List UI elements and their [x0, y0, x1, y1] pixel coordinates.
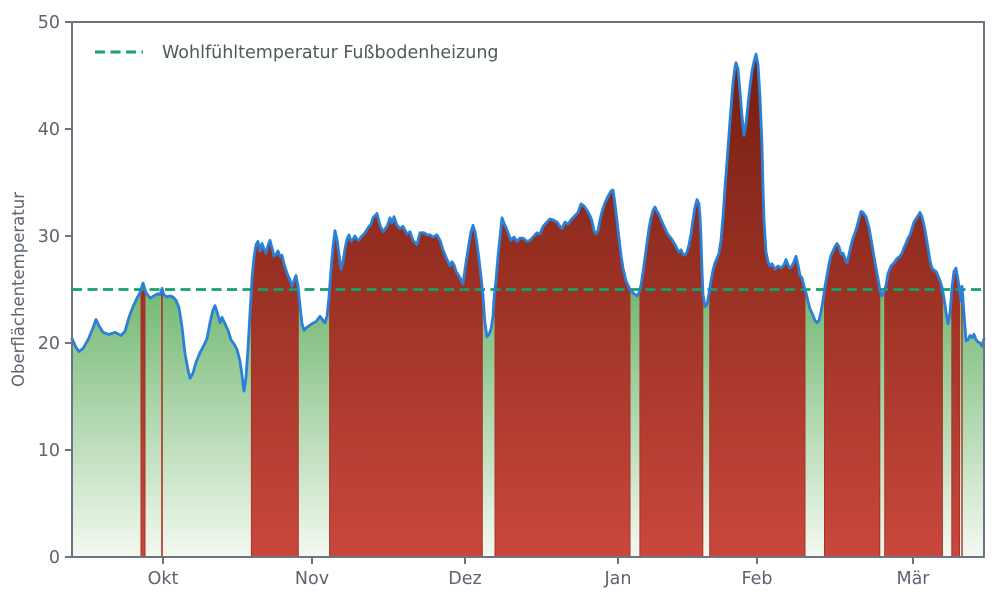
legend-label: Wohlfühltemperatur Fußbodenheizung [162, 43, 499, 63]
fill-below-threshold [145, 289, 162, 557]
surface-temperature-line [70, 52, 986, 393]
y-tick-label: 0 [49, 548, 60, 568]
legend: Wohlfühltemperatur Fußbodenheizung [95, 43, 499, 63]
fill-above-threshold [951, 266, 960, 558]
fill-below-threshold [702, 289, 710, 557]
fill-above-threshold [329, 212, 483, 558]
x-tick-label: Mär [896, 569, 930, 589]
x-tick-label: Okt [148, 569, 179, 589]
y-axis-label: Oberflächentemperatur [9, 192, 28, 387]
fill-below-threshold [879, 289, 885, 557]
plot-frame [71, 21, 985, 558]
fill-above-threshold [161, 286, 163, 558]
fill-below-threshold [942, 289, 952, 557]
y-tick-label: 50 [38, 13, 60, 33]
y-tick-label: 40 [38, 120, 60, 140]
fill-above-threshold [639, 198, 704, 558]
x-tick-label: Jan [604, 569, 632, 589]
fill-above-threshold [709, 53, 806, 558]
x-tick-label: Nov [295, 569, 329, 589]
x-tick-label: Feb [742, 569, 773, 589]
fill-above-threshold [824, 210, 881, 558]
fill-below-threshold [805, 289, 825, 557]
fill-below-threshold [630, 289, 640, 557]
fill-below-threshold [298, 289, 330, 557]
fill-below-threshold [72, 289, 141, 557]
fill-below-threshold [162, 289, 252, 557]
fill-above-threshold [140, 281, 146, 558]
y-tick-label: 20 [38, 334, 60, 354]
y-tick-label: 10 [38, 441, 60, 461]
fill-below-threshold [962, 289, 984, 557]
y-tick-label: 30 [38, 227, 60, 247]
fill-below-threshold [959, 289, 962, 557]
x-tick-label: Dez [448, 569, 481, 589]
fill-above-threshold [250, 238, 299, 558]
fill-above-threshold [494, 189, 631, 558]
fill-below-threshold [482, 289, 495, 557]
